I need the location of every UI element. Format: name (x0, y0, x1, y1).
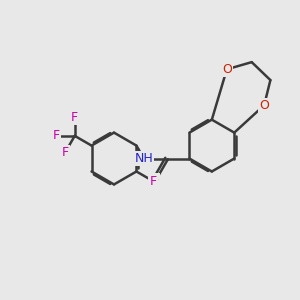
Text: O: O (222, 63, 232, 76)
Text: F: F (150, 175, 157, 188)
Text: O: O (259, 99, 269, 112)
Text: F: F (71, 111, 78, 124)
Text: O: O (149, 175, 159, 188)
Text: F: F (62, 146, 69, 158)
Text: F: F (52, 129, 60, 142)
Text: NH: NH (134, 152, 153, 165)
